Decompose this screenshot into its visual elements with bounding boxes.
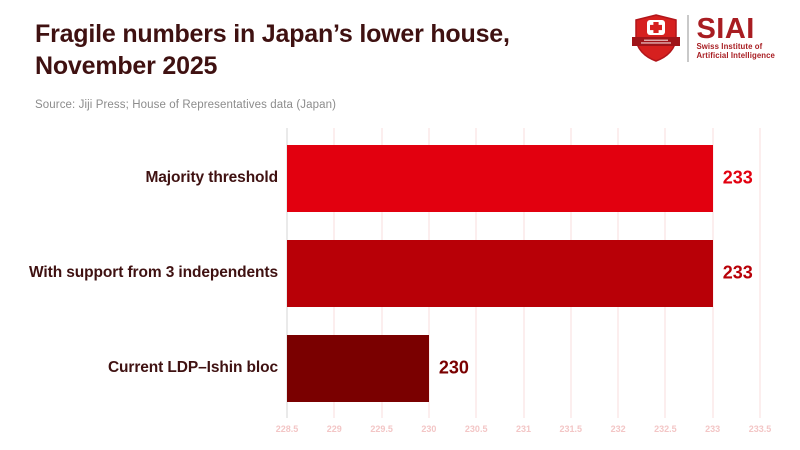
bar-value-label: 233	[722, 167, 753, 188]
logo-divider	[687, 14, 690, 62]
x-axis-tick-label: 233.5	[748, 424, 772, 434]
bar-value-label: 233	[722, 262, 753, 283]
x-axis-tick-label: 229	[326, 424, 342, 434]
x-axis-tick-label: 231	[515, 424, 532, 434]
x-gridline	[759, 128, 761, 418]
bar-category-label: Majority threshold	[145, 169, 278, 186]
bar-chart-plot-area: 228.5 229 229.5 230 230.5 231 231.5 232 232.5 233…	[276, 128, 771, 434]
x-axis-tick-label: 229.5	[370, 424, 393, 434]
logo-subtitle-line1: Swiss Institute of	[696, 42, 763, 51]
bar	[287, 334, 429, 402]
swiss-shield-cross-icon	[632, 14, 681, 62]
bar	[287, 239, 713, 307]
logo-subtitle-line2: Artificial Intelligence	[696, 50, 775, 60]
source-note: Source: Jiji Press; House of Representat…	[35, 99, 337, 111]
x-axis-tick-label: 232.5	[654, 424, 677, 434]
logo-text: SIAI Swiss Institute of Artificial Intel…	[696, 13, 775, 60]
page-title: Fragile numbers in Japan’s lower house, …	[35, 18, 510, 82]
page-title-line2: November 2025	[35, 52, 218, 80]
bar	[287, 144, 713, 212]
x-gridline	[712, 128, 714, 418]
x-axis-tick-label: 231.5	[559, 424, 583, 434]
bar-category-label: Current LDP–Ishin bloc	[107, 359, 278, 376]
logo-acronym: SIAI	[696, 13, 755, 45]
page-title-line1: Fragile numbers in Japan’s lower house,	[35, 20, 510, 48]
x-axis-tick-label: 232	[610, 424, 626, 434]
x-axis-tick-label: 233	[705, 424, 721, 434]
siai-logo: SIAI Swiss Institute of Artificial Intel…	[630, 13, 775, 63]
x-axis-tick-label: 230	[421, 424, 437, 434]
x-axis-tick-label: 230.5	[464, 424, 488, 434]
bar-category-label: With support from 3 independents	[29, 264, 278, 281]
x-axis-tick-label: 228.5	[275, 424, 299, 434]
bar-value-label: 230	[438, 357, 469, 378]
